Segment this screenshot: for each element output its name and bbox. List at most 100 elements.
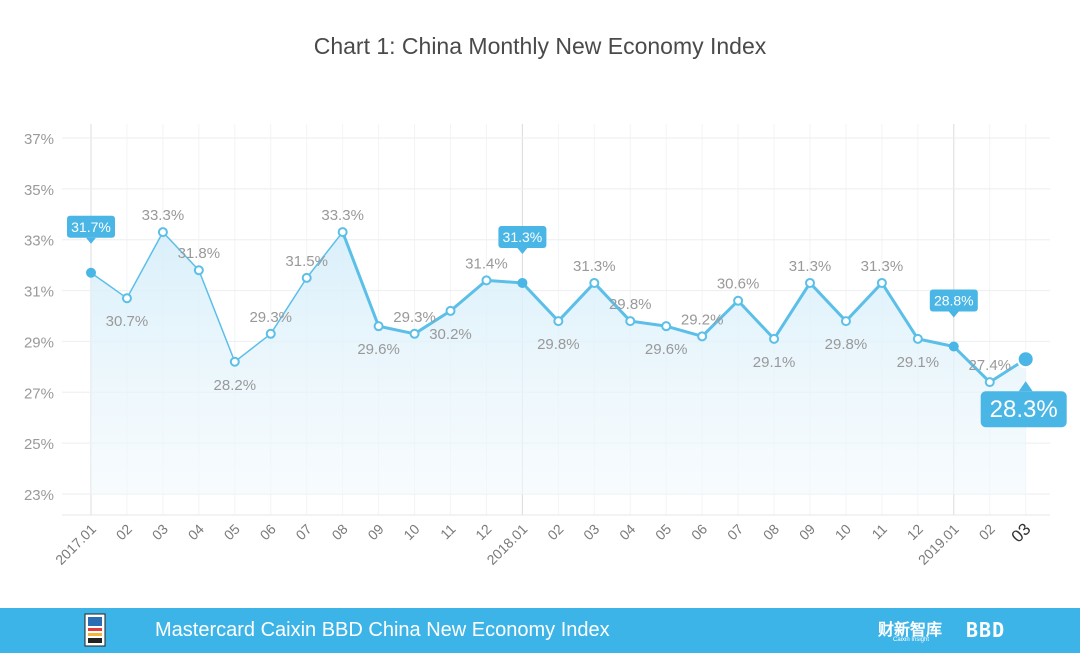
data-point bbox=[553, 316, 564, 327]
caixin-insight-sub: Caixin Insight bbox=[893, 637, 930, 643]
x-tick-label: 11 bbox=[868, 521, 890, 543]
callout-label: 31.7% bbox=[71, 219, 111, 235]
data-label: 27.4% bbox=[968, 357, 1011, 374]
footer-bar: Mastercard Caixin BBD China New Economy … bbox=[0, 608, 1080, 653]
caixin-insight-logo: 财新智库 bbox=[878, 622, 943, 639]
data-point-highlight bbox=[86, 267, 96, 278]
data-label: 29.3% bbox=[249, 309, 292, 326]
bbd-logo: BBD bbox=[966, 618, 1006, 642]
data-label: 29.2% bbox=[681, 311, 724, 328]
line-segment bbox=[377, 324, 417, 336]
y-tick-label: 35% bbox=[24, 182, 54, 199]
callout-pointer bbox=[517, 247, 528, 254]
data-label: 29.6% bbox=[357, 341, 400, 358]
x-tick-label: 12 bbox=[472, 521, 494, 543]
x-tick-label: 09 bbox=[796, 521, 818, 543]
y-tick-label: 23% bbox=[24, 487, 54, 504]
x-tick-label: 03 bbox=[580, 521, 602, 543]
callout-label: 31.3% bbox=[503, 229, 543, 245]
callout-label: 28.8% bbox=[934, 293, 974, 309]
line-segment bbox=[700, 299, 740, 338]
data-label: 29.1% bbox=[753, 354, 796, 371]
series-line bbox=[90, 230, 1028, 384]
data-point bbox=[337, 227, 348, 238]
data-labels: 31.7% 30.7% 33.3% 31.8% 28.2% 29.3% 31.5% 33.3%… bbox=[67, 207, 1067, 428]
line-segment bbox=[305, 231, 344, 279]
data-label: 31.3% bbox=[789, 258, 832, 275]
x-tick-label: 02 bbox=[113, 521, 135, 543]
data-point bbox=[121, 293, 132, 304]
data-point-highlight bbox=[1016, 350, 1035, 369]
x-tick-label: 10 bbox=[832, 521, 854, 543]
data-label: 31.3% bbox=[861, 258, 904, 275]
line-segment bbox=[952, 345, 992, 384]
callout-pointer bbox=[1018, 381, 1033, 392]
x-tick-label: 08 bbox=[760, 521, 782, 543]
data-point bbox=[193, 265, 204, 276]
y-tick-label: 37% bbox=[24, 131, 54, 148]
x-tick-label: 02 bbox=[544, 521, 566, 543]
data-point bbox=[625, 316, 636, 327]
data-label: 33.3% bbox=[321, 207, 364, 224]
x-tick-label: 07 bbox=[724, 521, 746, 543]
line-segment bbox=[592, 281, 632, 323]
x-tick-label: 05 bbox=[652, 521, 674, 543]
data-point bbox=[805, 277, 815, 288]
data-point bbox=[481, 275, 492, 286]
x-tick-label: 07 bbox=[292, 521, 314, 543]
callout-box bbox=[498, 225, 547, 248]
data-points bbox=[86, 227, 1035, 388]
chart-title: Chart 1: China Monthly New Economy Index bbox=[314, 33, 767, 59]
data-point bbox=[912, 333, 923, 344]
x-tick-label: 06 bbox=[688, 521, 710, 543]
line-segment bbox=[90, 272, 128, 299]
line-segment bbox=[772, 281, 812, 341]
data-point bbox=[697, 331, 708, 342]
y-tick-label: 27% bbox=[24, 385, 54, 402]
x-tick-label: 03 bbox=[1008, 519, 1035, 546]
data-label: 28.2% bbox=[214, 377, 257, 394]
data-point-highlight bbox=[517, 277, 528, 288]
data-label: 31.5% bbox=[285, 253, 328, 270]
data-label: 30.7% bbox=[106, 313, 149, 330]
line-segment bbox=[234, 333, 272, 363]
callout-label-latest: 28.3% bbox=[990, 396, 1058, 423]
y-tick-label: 33% bbox=[24, 233, 54, 250]
data-point bbox=[373, 321, 384, 332]
line-segment bbox=[198, 269, 236, 363]
x-tick-label: 2017.01 bbox=[52, 521, 99, 568]
data-point bbox=[157, 227, 168, 238]
data-point bbox=[301, 272, 312, 283]
data-point bbox=[876, 277, 887, 288]
x-tick-label: 04 bbox=[185, 521, 207, 543]
line-segment bbox=[664, 324, 704, 338]
x-tick-label: 04 bbox=[616, 521, 638, 543]
line-segment bbox=[844, 281, 884, 323]
data-label: 33.3% bbox=[142, 207, 185, 224]
data-label: 30.6% bbox=[717, 276, 760, 293]
line-segment bbox=[449, 278, 488, 313]
x-tick-label: 11 bbox=[437, 521, 459, 543]
y-tick-label: 31% bbox=[24, 284, 54, 301]
y-tick-label: 25% bbox=[24, 436, 54, 453]
callout-box bbox=[929, 289, 978, 312]
data-point bbox=[445, 305, 456, 316]
data-label: 29.8% bbox=[825, 336, 868, 353]
line-segment bbox=[341, 230, 381, 328]
x-tick-label: 10 bbox=[400, 521, 422, 543]
chart: Chart 1: China Monthly New Economy Index… bbox=[24, 33, 1067, 568]
data-label: 31.3% bbox=[573, 258, 616, 275]
y-tick-label: 29% bbox=[24, 334, 54, 351]
callout-box bbox=[67, 215, 115, 238]
x-tick-label: 2019.01 bbox=[915, 521, 962, 568]
callout-pointer bbox=[948, 311, 959, 318]
x-tick-label: 02 bbox=[976, 521, 998, 543]
line-segment bbox=[880, 281, 920, 341]
data-label: 30.2% bbox=[429, 326, 472, 343]
x-tick-label: 03 bbox=[149, 521, 171, 543]
data-label: 29.8% bbox=[609, 296, 652, 313]
data-point bbox=[265, 328, 276, 339]
callout-box-latest bbox=[980, 391, 1067, 428]
x-tick-label: 09 bbox=[364, 521, 386, 543]
